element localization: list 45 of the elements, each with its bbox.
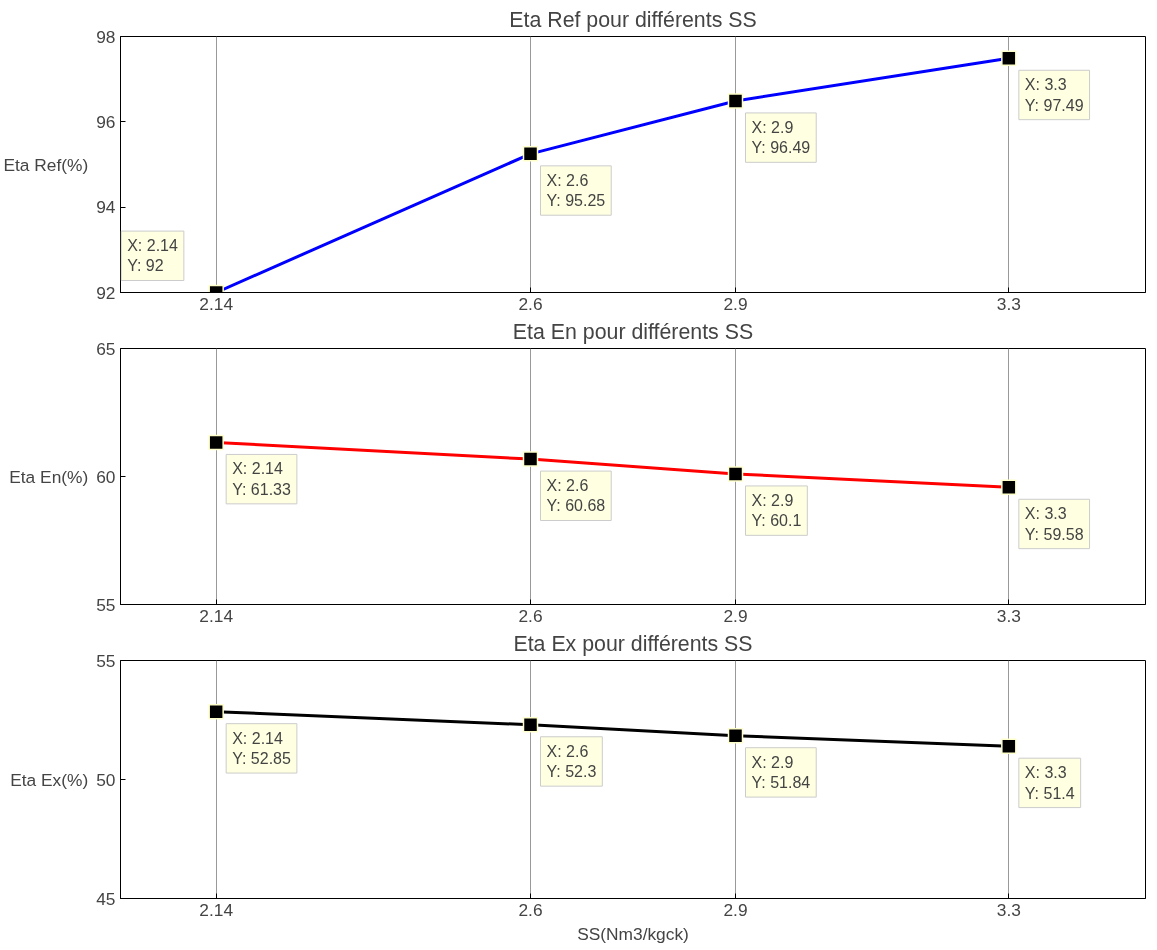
y-tick-label: 45 (96, 888, 116, 909)
x-tick-label: 3.3 (996, 899, 1021, 920)
x-tick-label: 2.9 (723, 899, 748, 920)
x-tick-label: 2.14 (199, 605, 234, 626)
annotation: X: 2.6 Y: 52.3 (546, 742, 597, 781)
x-tick-label: 2.9 (723, 293, 748, 314)
y-axis-title: Eta En(%) (9, 466, 89, 487)
x-tick-label: 2.6 (518, 293, 543, 314)
annotation: X: 2.9 Y: 60.1 (751, 491, 802, 530)
annotation: X: 2.9 Y: 96.49 (751, 118, 811, 157)
y-tick-label: 92 (96, 282, 116, 303)
y-tick-label: 98 (96, 26, 116, 47)
annotation: X: 2.6 Y: 95.25 (546, 171, 606, 210)
x-tick-label: 2.6 (518, 899, 543, 920)
annotation: X: 3.3 Y: 97.49 (1024, 76, 1084, 114)
annotation: X: 2.14 Y: 92 (127, 237, 178, 275)
x-tick-label: 2.14 (199, 293, 234, 314)
y-tick-label: 94 (96, 197, 116, 218)
annotation: X: 3.3 Y: 51.4 (1024, 764, 1075, 802)
annotation: X: 2.9 Y: 51.84 (751, 753, 811, 792)
annotation: X: 2.6 Y: 60.68 (546, 477, 606, 515)
x-tick-label: 3.3 (996, 605, 1021, 626)
y-tick-label: 50 (96, 769, 116, 790)
y-tick-label: 65 (96, 338, 116, 359)
y-axis-title: Eta Ex(%) (10, 769, 89, 790)
annotation: X: 2.14 Y: 61.33 (232, 460, 291, 498)
annotation: X: 2.14 Y: 52.85 (232, 729, 291, 768)
y-tick-label: 55 (96, 594, 116, 615)
x-tick-label: 2.6 (518, 605, 543, 626)
point (1001, 738, 1017, 754)
x-tick-label: 3.3 (996, 293, 1021, 314)
chart-title: Eta Ref pour différents SS (509, 7, 757, 32)
x-tick-label: 2.14 (199, 899, 234, 920)
y-tick-label: 55 (96, 650, 116, 671)
y-tick-label: 96 (96, 111, 116, 132)
y-axis-title: Eta Ref(%) (3, 154, 89, 175)
annotation: X: 3.3 Y: 59.58 (1024, 505, 1084, 543)
point (208, 703, 224, 720)
x-tick-label: 2.9 (723, 605, 748, 626)
point (522, 717, 539, 733)
y-tick-label: 60 (96, 466, 116, 487)
x-axis-title: SS(Nm3/kgck) (577, 923, 689, 944)
chart-title: Eta Ex pour différents SS (513, 631, 753, 656)
point (727, 727, 744, 744)
chart-title: Eta En pour différents SS (512, 319, 754, 344)
